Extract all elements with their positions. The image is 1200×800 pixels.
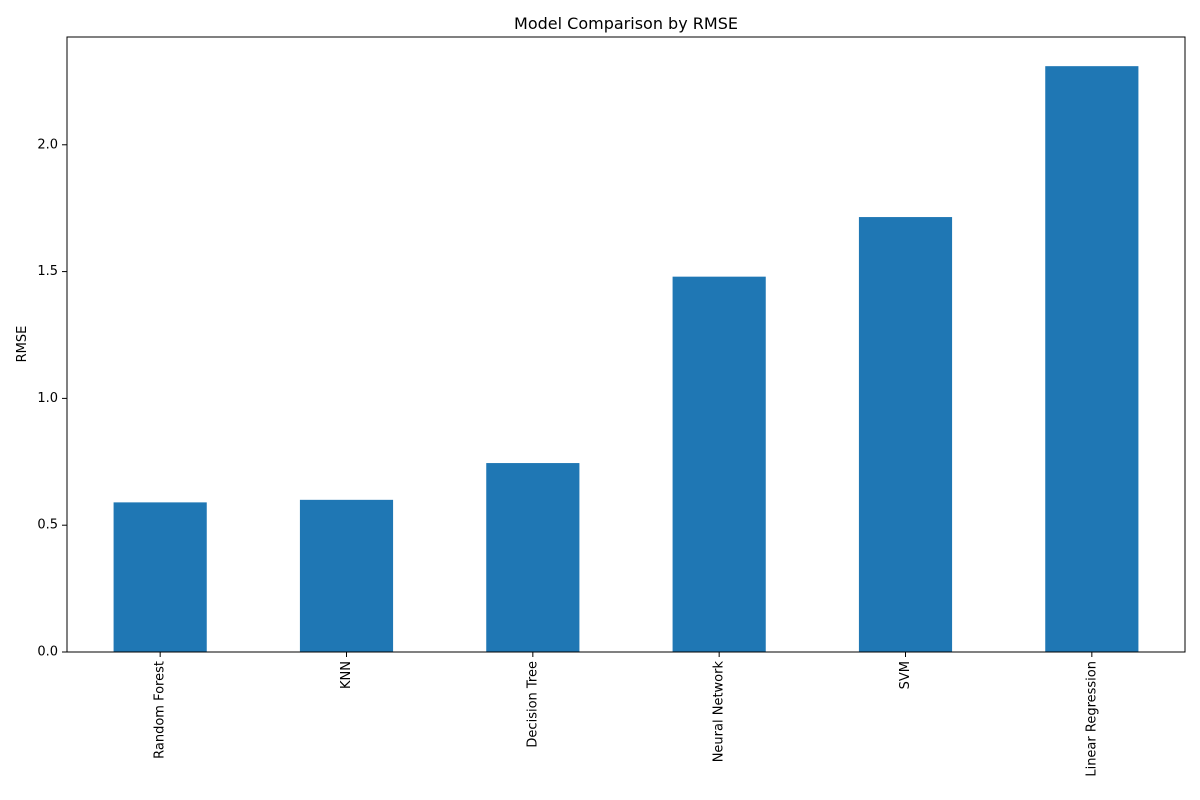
bar [300, 500, 393, 652]
x-tick-label: SVM [898, 661, 913, 689]
y-tick-label: 1.5 [37, 264, 58, 279]
x-tick-label: Random Forest [153, 661, 168, 759]
chart-title: Model Comparison by RMSE [514, 14, 738, 33]
y-tick-label: 0.0 [37, 645, 58, 660]
bar [486, 463, 579, 652]
y-tick-label: 2.0 [37, 137, 58, 152]
x-tick-label: KNN [339, 661, 354, 689]
y-tick-label: 0.5 [37, 518, 58, 533]
bar [673, 277, 766, 652]
x-axis-ticks: Random Forest KNN Decision Tree Neural Netw… [153, 652, 1100, 777]
bar [859, 217, 952, 652]
bars-group [114, 66, 1139, 652]
x-tick-label: Decision Tree [525, 661, 540, 748]
y-axis-ticks: 0.0 0.5 1.0 1.5 2.0 [37, 137, 67, 659]
bar [114, 502, 207, 652]
y-axis-label: RMSE [15, 326, 30, 363]
y-tick-label: 1.0 [37, 391, 58, 406]
x-tick-label: Linear Regression [1084, 661, 1099, 777]
bar [1045, 66, 1138, 652]
x-tick-label: Neural Network [712, 661, 727, 763]
plot-area-frame [67, 37, 1185, 652]
